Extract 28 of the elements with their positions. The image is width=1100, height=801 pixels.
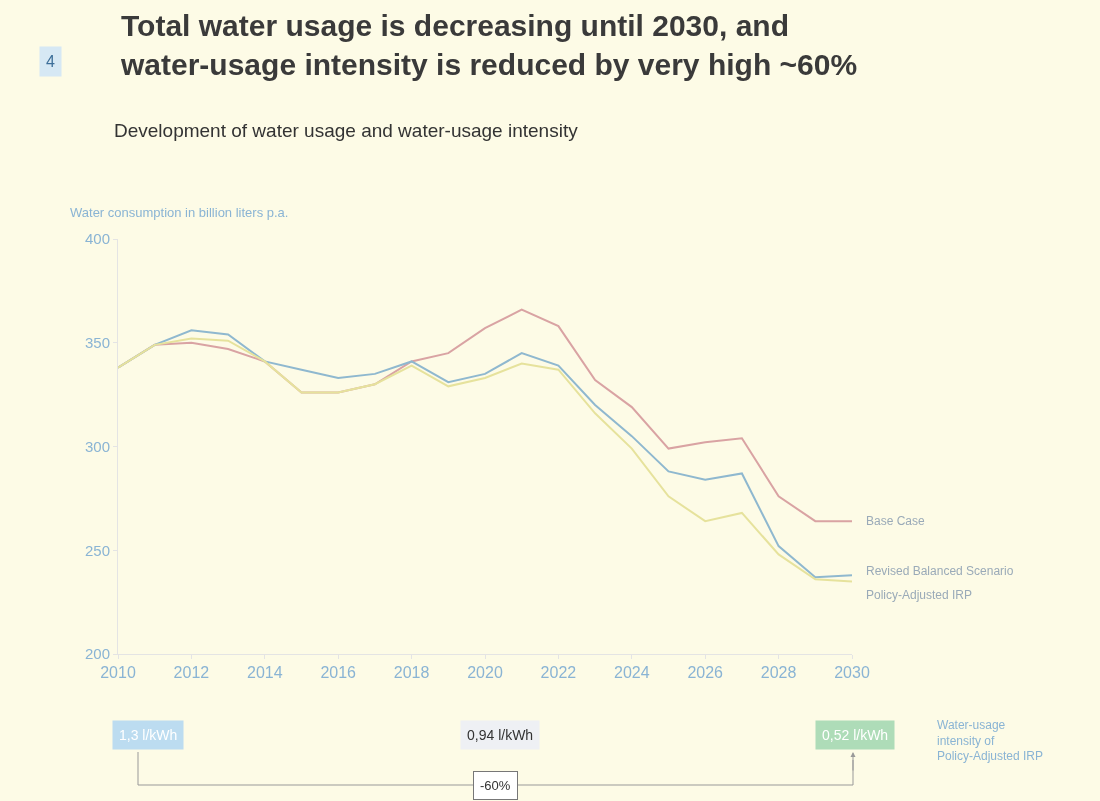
series-label: Revised Balanced Scenario <box>866 564 1014 578</box>
x-tick-label: 2016 <box>320 664 357 682</box>
x-tick-label: 2018 <box>393 664 430 682</box>
chart-title: Total water usage is decreasing until 2030, and water-usage intensity is reduced by very high ~60% <box>120 9 858 82</box>
text: 1,3 l/kWh <box>119 727 178 743</box>
x-tick-label: 2030 <box>834 664 870 682</box>
text: -60% <box>480 778 511 793</box>
x-tick-label: 2024 <box>614 664 650 682</box>
y-tick-label: 400 <box>84 230 110 248</box>
x-tick-label: 2022 <box>540 664 577 682</box>
series-label: Base Case <box>866 514 926 528</box>
x-tick-label: 2026 <box>687 664 724 682</box>
x-tick-label: 2014 <box>247 664 283 682</box>
y-tick-label: 200 <box>84 645 110 663</box>
x-tick-label: 2010 <box>100 664 136 682</box>
series-label: Policy-Adjusted IRP <box>866 588 973 602</box>
text: 0,94 l/kWh <box>467 727 534 743</box>
y-axis-title: Water consumption in billion liters p.a. <box>70 205 289 220</box>
text: 4 <box>46 53 55 70</box>
x-tick-label: 2020 <box>467 664 503 682</box>
y-tick-label: 250 <box>84 541 110 559</box>
y-tick-label: 300 <box>84 437 110 455</box>
y-tick-label: 350 <box>84 334 110 351</box>
text: Water-usage intensity of Policy-Adjusted IRP <box>937 718 1044 764</box>
text: 0,52 l/kWh <box>822 727 889 743</box>
x-tick-label: 2028 <box>760 664 797 682</box>
chart-subtitle: Development of water usage and water-usage intensity <box>114 120 579 141</box>
x-tick-label: 2012 <box>173 664 210 682</box>
